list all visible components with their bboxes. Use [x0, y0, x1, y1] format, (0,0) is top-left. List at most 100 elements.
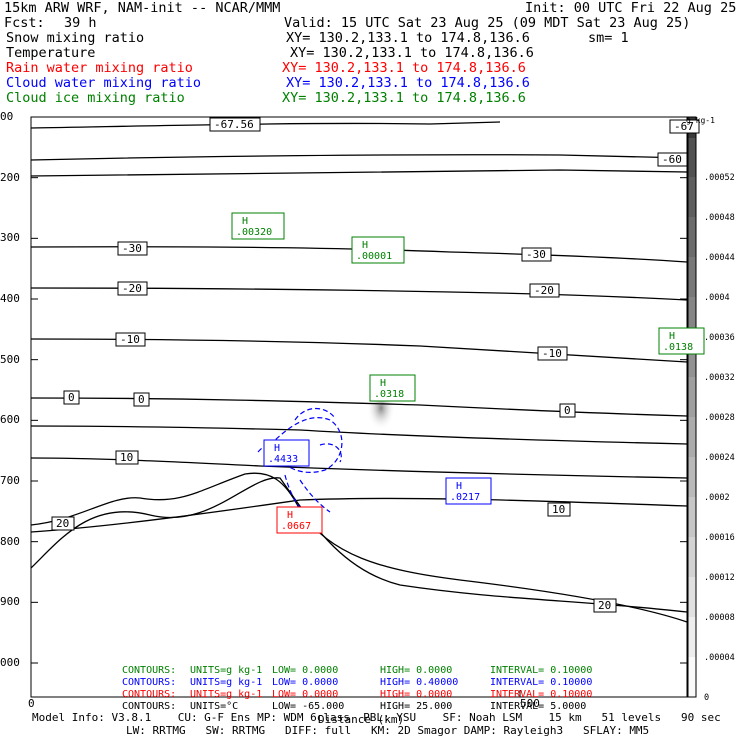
maximum-marker: H — [380, 378, 386, 389]
y-tick-label: 500 — [0, 352, 20, 366]
field-snow-xy: XY= 130.2,133.1 to 174.8,136.6 — [286, 30, 530, 46]
contour-info-label: CONTOURS: — [122, 689, 177, 700]
contour-label-box — [593, 598, 617, 613]
temperature-isotherm — [30, 169, 688, 177]
field-rain-xy: XY= 130.2,133.1 to 174.8,136.6 — [282, 60, 526, 76]
colorbar-band — [688, 417, 696, 457]
colorbar-label: .00044 — [704, 253, 735, 263]
temperature-isotherm — [30, 246, 688, 263]
contour-label: -30 — [526, 248, 546, 261]
colorbar — [687, 116, 697, 698]
contour-label: 0 — [68, 391, 75, 404]
colorbar-band — [688, 497, 696, 537]
forecast-hour: 39 h — [64, 15, 97, 31]
maximum-box — [369, 374, 416, 402]
maximum-box — [231, 212, 285, 240]
contour-labels: -67.56 -67 -60 -30 -30 -20 -20 -10 -10 0 0 0 10 10 20 2… — [51, 117, 700, 613]
contour-label: 0 — [564, 404, 571, 417]
contour-label: 10 — [120, 451, 133, 464]
contour-info-high: HIGH= 0.0000 — [380, 665, 453, 676]
colorbar-band — [688, 457, 696, 497]
contour-info-units: UNITS=g kg-1 — [190, 689, 263, 700]
contour-info-interval: INTERVAL= 0.10000 — [490, 665, 593, 676]
temperature-isotherm — [30, 338, 688, 363]
colorbar-label: .00008 — [704, 613, 735, 623]
maximum-marker: H — [362, 240, 368, 251]
temperature-isotherm — [30, 287, 688, 301]
field-rain-name: Rain water mixing ratio — [6, 60, 193, 76]
contour-label: 0 — [138, 393, 145, 406]
colorbar-label: 0 — [704, 693, 710, 703]
field-cloudwater-xy: XY= 130.2,133.1 to 174.8,136.6 — [286, 75, 530, 91]
cloud-water-isoline — [319, 443, 342, 463]
field-cloudice-xy: XY= 130.2,133.1 to 174.8,136.6 — [282, 90, 526, 106]
model-title: 15km ARW WRF, NAM-init -- NCAR/MMM — [4, 0, 281, 16]
contour-label: -20 — [534, 284, 554, 297]
colorbar-units: g kg-1 — [686, 116, 715, 125]
maximum-value: .0667 — [281, 521, 311, 532]
y-tick-label: 00 — [0, 110, 14, 123]
colorbar-label: .00016 — [704, 533, 735, 543]
colorbar-label: .00012 — [704, 573, 735, 583]
field-temperature-xy: XY= 130.2,133.1 to 174.8,136.6 — [290, 45, 534, 61]
model-info: Model Info: V3.8.1 CU: G-F Ens MP: WDM 6… — [32, 711, 721, 724]
y-tick-label: 300 — [0, 231, 20, 245]
contour-label: -10 — [120, 333, 140, 346]
field-cloudice-name: Cloud ice mixing ratio — [6, 90, 185, 106]
colorbar-label: .00028 — [704, 413, 735, 423]
temperature-isotherm — [30, 457, 688, 479]
y-tick-label: 800 — [0, 534, 20, 548]
temperature-isotherm — [30, 425, 688, 445]
contour-info-units: UNITS=g kg-1 — [190, 677, 263, 688]
contour-info-low: LOW= 0.0000 — [272, 665, 339, 676]
colorbar-band — [688, 177, 696, 217]
contour-info-high: HIGH= 25.000 — [380, 701, 453, 712]
maximum-value: .0138 — [663, 342, 693, 353]
contour-info-high: HIGH= 0.0000 — [380, 689, 453, 700]
colorbar-band — [688, 257, 696, 297]
colorbar-label: .00024 — [704, 453, 735, 463]
colorbar-band — [688, 377, 696, 417]
temperature-isotherm — [30, 154, 688, 161]
contour-info-high: HIGH= 0.40000 — [380, 677, 459, 688]
contour-label: -20 — [122, 282, 142, 295]
y-tick-label: 200 — [0, 170, 20, 184]
contour-info-interval: INTERVAL= 0.10000 — [490, 677, 593, 688]
contour-info-interval: INTERVAL= 5.0000 — [490, 701, 587, 712]
x-tick-500: 500 — [520, 697, 540, 710]
colorbar-band — [688, 217, 696, 257]
contour-label-box — [521, 247, 552, 262]
contour-label-box — [657, 152, 688, 167]
contour-label: 20 — [598, 599, 611, 612]
maximum-marker: H — [242, 216, 248, 227]
contour-info-low: LOW= -65.000 — [272, 701, 345, 712]
contour-info-interval: INTERVAL= 0.10000 — [490, 689, 593, 700]
contour-label-box — [117, 281, 148, 296]
contour-label-box — [669, 119, 700, 134]
y-tick-label: 700 — [0, 474, 20, 487]
colorbar-label: .00004 — [704, 653, 735, 663]
contour-label: -10 — [542, 347, 562, 360]
contour-label-box — [209, 117, 261, 132]
y-tick-label: 600 — [0, 413, 20, 427]
contour-label-box — [559, 403, 576, 418]
colorbar-label: .00036 — [704, 333, 735, 343]
contour-info-units: UNITS=g kg-1 — [190, 665, 263, 676]
contour-label: -60 — [662, 153, 682, 166]
colorbar-band — [688, 137, 696, 177]
init-time: Init: 00 UTC Fri 22 Aug 25 — [525, 0, 737, 16]
contour-label-box — [547, 502, 571, 517]
field-temperature-name: Temperature — [6, 45, 96, 61]
cloud-water-isoline — [269, 417, 343, 473]
temperature-isotherm — [30, 497, 688, 533]
forecast-label: Fcst: — [4, 15, 45, 31]
contour-info-low: LOW= 0.0000 — [272, 689, 339, 700]
colorbar-label: .00048 — [704, 213, 735, 223]
y-tick-label: 000 — [0, 656, 20, 669]
maximum-marker: H — [287, 510, 293, 521]
colorbar-band — [688, 577, 696, 617]
contour-label-box — [529, 283, 560, 298]
maximum-marker: H — [456, 481, 462, 492]
maximum-value: .00001 — [356, 251, 392, 262]
colorbar-label: .0004 — [704, 293, 730, 303]
